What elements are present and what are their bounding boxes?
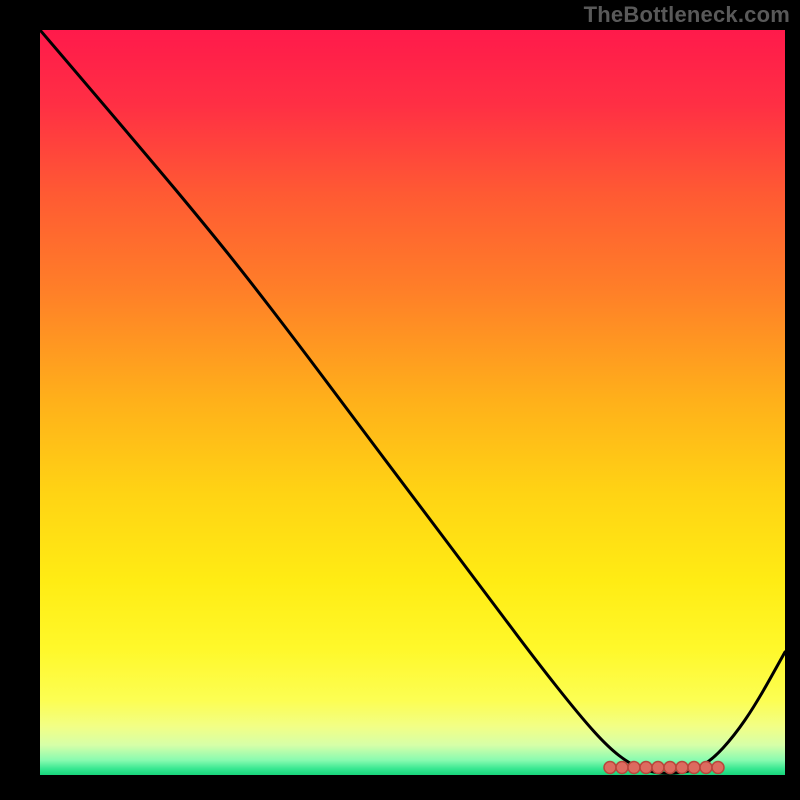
optimal-range-dot [700,762,712,774]
chart-svg [40,30,785,775]
optimal-range-dot [652,762,664,774]
optimal-range-dot [664,762,676,774]
optimal-range-dot [640,762,652,774]
optimal-range-dot [628,762,640,774]
chart-container: TheBottleneck.com [0,0,800,800]
optimal-range-dot [604,762,616,774]
optimal-range-dot [676,762,688,774]
gradient-background [40,30,785,775]
optimal-range-dot [688,762,700,774]
plot-area [40,30,785,775]
watermark-label: TheBottleneck.com [584,2,790,28]
optimal-range-dot [712,762,724,774]
optimal-range-dot [616,762,628,774]
